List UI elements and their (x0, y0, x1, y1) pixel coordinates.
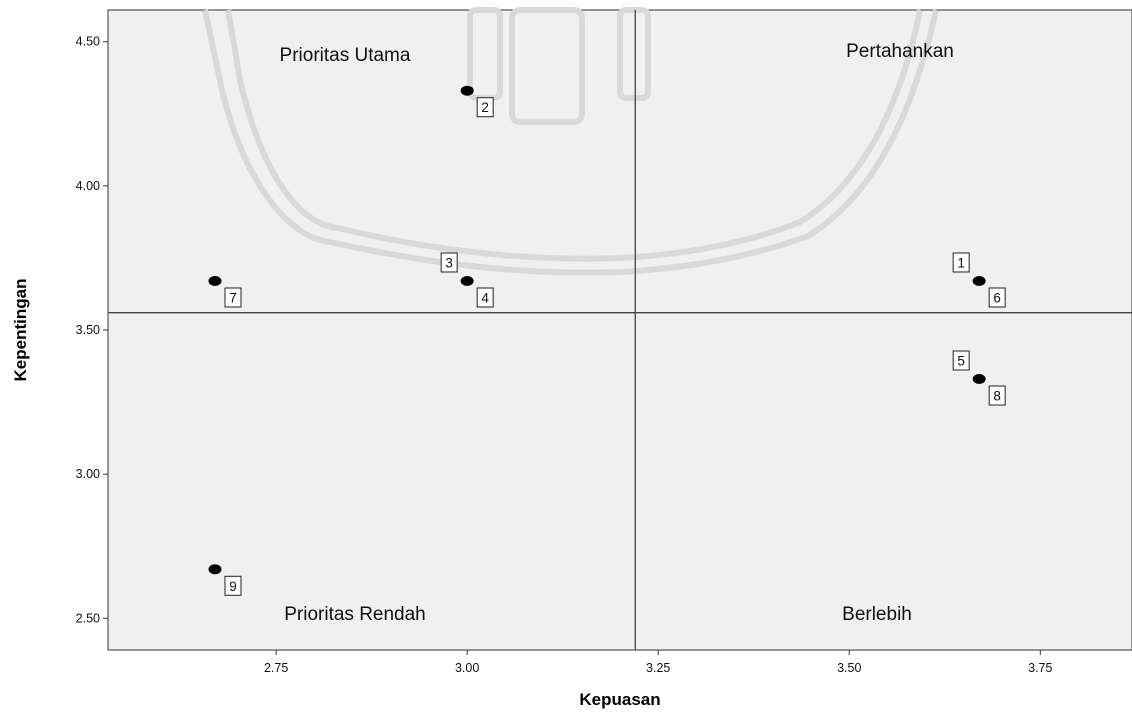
point-label-box (988, 287, 1006, 308)
y-tick-label: 3.50 (76, 323, 100, 337)
point-label: 1 (957, 255, 965, 270)
point-label-box (476, 97, 494, 118)
point-label: 2 (481, 100, 489, 115)
quadrant-label-bottom-right: Berlebih (842, 604, 912, 625)
y-tick-label: 3.00 (76, 467, 100, 481)
point-label-box (440, 252, 458, 273)
point-label: 6 (993, 290, 1001, 305)
data-point (208, 275, 222, 286)
point-label-box (952, 252, 970, 273)
plot-area (107, 9, 1132, 651)
point-label-box (952, 350, 970, 371)
watermark-logo (202, 7, 939, 276)
point-label-box (988, 385, 1006, 406)
point-label-box (224, 575, 242, 596)
point-label: 8 (993, 389, 1001, 404)
quadrant-label-top-left: Prioritas Utama (280, 45, 411, 66)
point-label-box (476, 287, 494, 308)
data-point (972, 275, 986, 286)
point-label: 4 (481, 290, 489, 305)
x-tick-label: 3.75 (1028, 661, 1052, 675)
quadrant-label-bottom-left: Prioritas Rendah (284, 604, 426, 625)
x-tick-label: 2.75 (264, 661, 288, 675)
y-axis-title: Kepentingan (11, 279, 30, 382)
point-label: 5 (957, 354, 965, 369)
data-point (972, 374, 986, 385)
point-label: 7 (229, 290, 237, 305)
x-axis-title: Kepuasan (579, 690, 660, 709)
x-tick-label: 3.50 (837, 661, 861, 675)
x-tick-label: 3.00 (455, 661, 479, 675)
y-tick-label: 4.00 (76, 179, 100, 193)
data-point (208, 564, 222, 575)
point-label: 3 (445, 255, 453, 270)
point-label-box (224, 287, 242, 308)
y-tick-label: 2.50 (76, 611, 100, 625)
data-point (460, 85, 474, 96)
x-tick-label: 3.25 (646, 661, 670, 675)
quadrant-label-top-right: Pertahankan (846, 41, 954, 62)
y-tick-label: 4.50 (76, 35, 100, 49)
data-point (460, 275, 474, 286)
point-label: 9 (229, 579, 237, 594)
